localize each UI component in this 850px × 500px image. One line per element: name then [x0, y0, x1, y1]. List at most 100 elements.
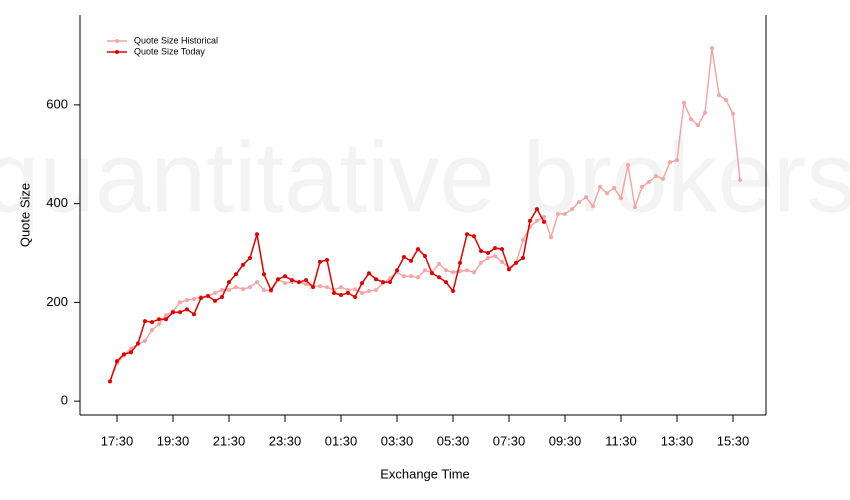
point [388, 280, 392, 285]
point [360, 281, 364, 286]
point [500, 259, 504, 264]
x-tick-label: 05:30 [437, 433, 470, 448]
point [136, 341, 140, 346]
point [535, 218, 539, 223]
point [409, 274, 413, 279]
point [458, 269, 462, 274]
point [668, 160, 672, 165]
point [262, 288, 266, 293]
x-tick-label: 03:30 [381, 433, 414, 448]
point [346, 291, 350, 296]
point [549, 235, 553, 240]
point [696, 123, 700, 128]
point [346, 288, 350, 293]
point [234, 272, 238, 277]
point [367, 289, 371, 294]
point [661, 176, 665, 181]
point [465, 232, 469, 237]
x-tick-label: 01:30 [325, 433, 358, 448]
point [157, 317, 161, 322]
point [213, 298, 217, 303]
point [542, 214, 546, 219]
y-tick-label: 0 [61, 393, 68, 408]
point [612, 185, 616, 190]
legend-marker [115, 50, 119, 54]
point [605, 191, 609, 196]
point [150, 328, 154, 333]
point [360, 291, 364, 296]
point [248, 285, 252, 290]
point [444, 280, 448, 285]
point [689, 117, 693, 122]
point [374, 277, 378, 282]
point [129, 350, 133, 355]
x-tick-label: 15:30 [717, 433, 750, 448]
point [241, 262, 245, 267]
point [269, 288, 273, 293]
y-tick-label: 400 [46, 195, 68, 210]
point [227, 288, 231, 293]
point [220, 288, 224, 293]
point [283, 281, 287, 286]
point [591, 204, 595, 209]
point [164, 313, 168, 318]
point [507, 267, 511, 272]
point [493, 253, 497, 258]
point [542, 219, 546, 224]
point [255, 232, 259, 237]
point [402, 274, 406, 279]
point [570, 207, 574, 212]
series-line [109, 207, 545, 382]
point [367, 271, 371, 276]
point [430, 271, 434, 276]
point [381, 280, 385, 285]
point [724, 97, 728, 102]
point [227, 280, 231, 285]
point [584, 195, 588, 200]
x-axis-label: Exchange Time [380, 466, 470, 481]
watermark: quantitative brokers [0, 121, 850, 233]
point [143, 319, 147, 324]
point [353, 287, 357, 292]
point [402, 254, 406, 259]
point [493, 246, 497, 251]
point [514, 260, 518, 265]
point [178, 310, 182, 315]
point [276, 277, 280, 282]
point [598, 184, 602, 189]
point [486, 255, 490, 260]
x-tick-label: 17:30 [101, 433, 134, 448]
point [626, 163, 630, 168]
point [416, 275, 420, 280]
x-tick-label: 09:30 [549, 433, 582, 448]
point [192, 312, 196, 317]
point [353, 294, 357, 299]
point [332, 291, 336, 296]
point [703, 110, 707, 115]
point [185, 307, 189, 312]
point [451, 289, 455, 294]
x-tick-label: 23:30 [269, 433, 302, 448]
point [486, 251, 490, 256]
point [115, 359, 119, 364]
point [374, 288, 378, 293]
point [220, 294, 224, 299]
x-tick-label: 21:30 [213, 433, 246, 448]
point [339, 285, 343, 290]
point [577, 200, 581, 205]
point [444, 268, 448, 273]
point [528, 218, 532, 223]
point [171, 310, 175, 315]
point [206, 293, 210, 298]
point [192, 296, 196, 301]
point [248, 255, 252, 260]
point [731, 111, 735, 116]
point [143, 338, 147, 343]
point [472, 234, 476, 239]
point [416, 247, 420, 252]
point [213, 291, 217, 296]
point [521, 238, 525, 243]
point [311, 285, 315, 290]
